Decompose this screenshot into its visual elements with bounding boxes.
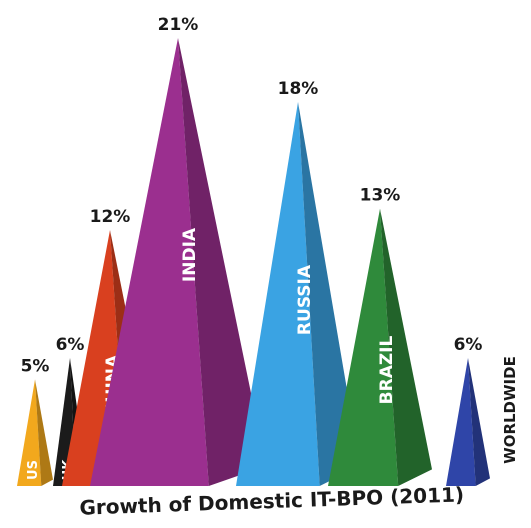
bar-face: [328, 208, 399, 486]
bar-side: [35, 379, 53, 486]
bar-worldwide: 6% WORLDWIDE: [446, 335, 519, 486]
category-label: US: [26, 460, 41, 480]
chart-marks: 5%US6%UK12%CHINA21%INDIA18%RUSSIA13%BRAZ…: [17, 15, 519, 486]
bar-face: [236, 102, 320, 486]
category-label: RUSSIA: [295, 264, 315, 335]
bar-us: 5% US: [17, 356, 53, 486]
value-label: 5%: [21, 356, 50, 376]
value-label: 21%: [158, 15, 199, 35]
value-label: 6%: [56, 335, 85, 355]
bar-side: [298, 102, 360, 486]
bar-side: [380, 208, 432, 486]
bar-side: [468, 358, 490, 486]
bar-russia: 18% RUSSIA: [236, 79, 360, 486]
value-label: 12%: [90, 207, 131, 227]
bar-brazil: 13% BRAZIL: [328, 186, 432, 486]
value-label: 18%: [278, 79, 319, 99]
bar-face: [446, 358, 476, 486]
category-label: BRAZIL: [377, 335, 397, 404]
chart-title: Growth of Domestic IT-BPO (2011): [79, 482, 464, 519]
category-label: INDIA: [180, 227, 200, 282]
bar-side: [178, 38, 266, 486]
category-label: WORLDWIDE: [501, 356, 519, 464]
bar-face: [90, 38, 209, 486]
bar-india: 21% INDIA: [90, 15, 266, 486]
bar-face: [17, 379, 42, 486]
value-label: 6%: [454, 335, 483, 355]
value-label: 13%: [360, 186, 401, 206]
